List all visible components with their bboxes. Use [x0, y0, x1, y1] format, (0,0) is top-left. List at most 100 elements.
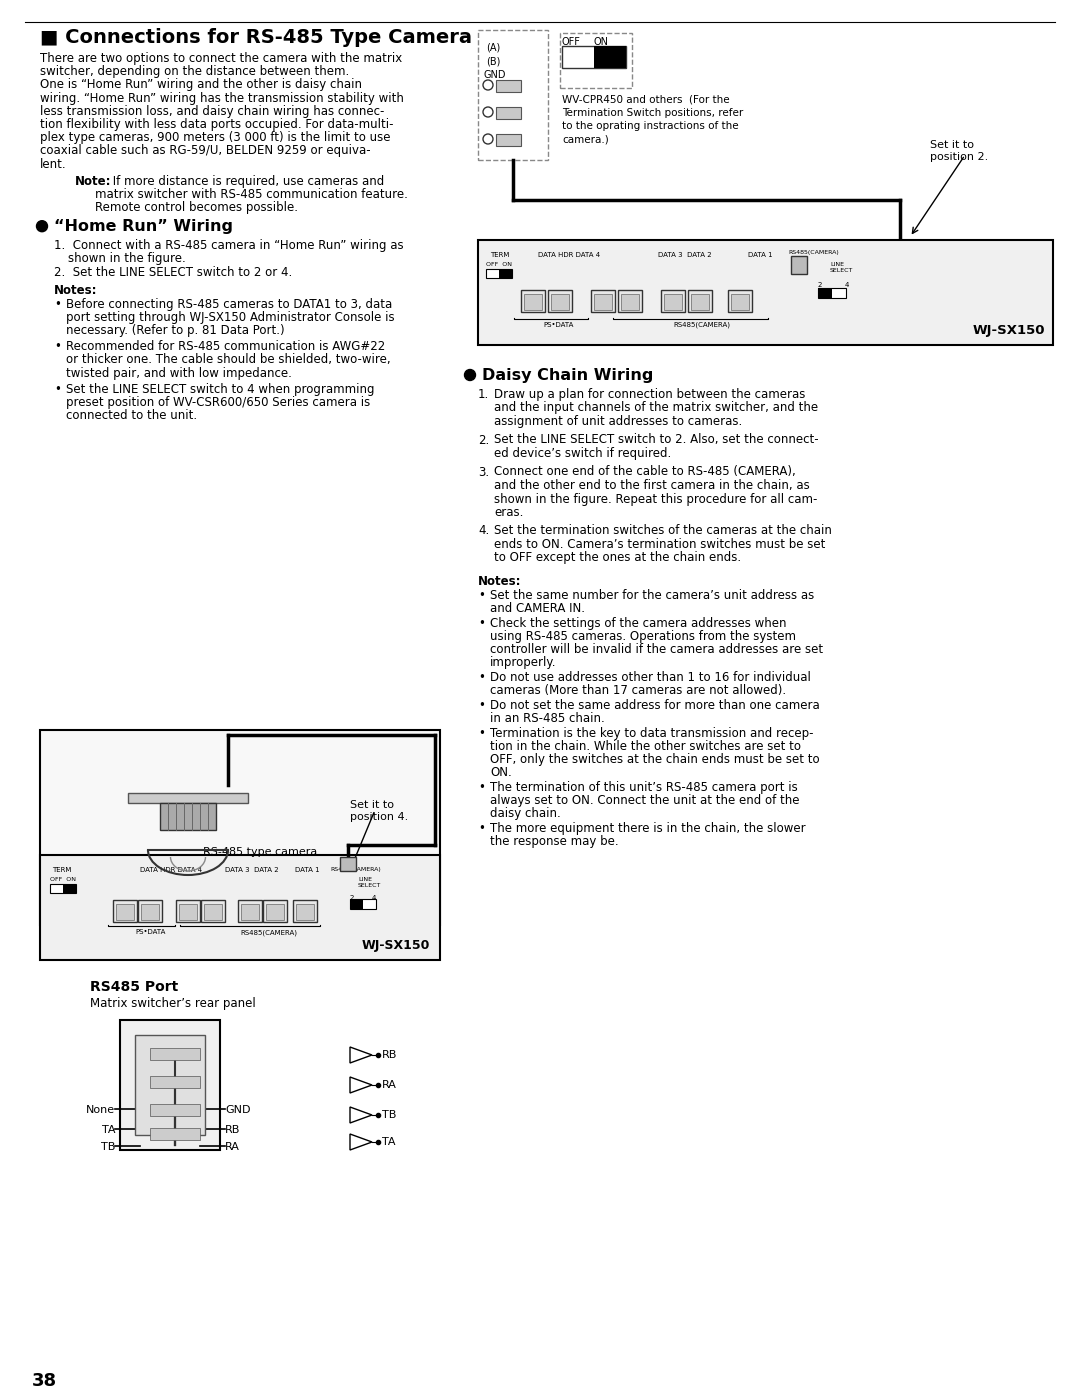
- Text: ■ Connections for RS-485 Type Camera: ■ Connections for RS-485 Type Camera: [40, 28, 472, 47]
- Text: Before connecting RS-485 cameras to DATA1 to 3, data: Before connecting RS-485 cameras to DATA…: [66, 298, 392, 310]
- Text: The more equipment there is in the chain, the slower: The more equipment there is in the chain…: [490, 821, 806, 835]
- Text: assignment of unit addresses to cameras.: assignment of unit addresses to cameras.: [494, 415, 742, 427]
- Text: PS•DATA: PS•DATA: [135, 929, 165, 935]
- Text: OFF  ON: OFF ON: [50, 877, 76, 882]
- Text: PS•DATA: PS•DATA: [543, 321, 573, 328]
- Bar: [621, 293, 639, 310]
- Text: If more distance is required, use cameras and: If more distance is required, use camera…: [109, 175, 384, 187]
- Text: •: •: [478, 590, 485, 602]
- Bar: [176, 900, 200, 922]
- Bar: [594, 46, 626, 68]
- Text: 2.  Set the LINE SELECT switch to 2 or 4.: 2. Set the LINE SELECT switch to 2 or 4.: [54, 265, 293, 278]
- Text: RB: RB: [225, 1125, 241, 1134]
- Text: 1.: 1.: [478, 388, 489, 401]
- Text: •: •: [54, 341, 60, 353]
- Text: Do not use addresses other than 1 to 16 for individual: Do not use addresses other than 1 to 16 …: [490, 671, 811, 685]
- Text: twisted pair, and with low impedance.: twisted pair, and with low impedance.: [66, 366, 292, 380]
- Bar: [293, 900, 318, 922]
- Bar: [150, 1048, 200, 1060]
- Text: TERM: TERM: [52, 868, 71, 873]
- Bar: [266, 904, 284, 921]
- Bar: [791, 256, 807, 274]
- Text: RS485(CAMERA): RS485(CAMERA): [330, 868, 381, 872]
- Bar: [661, 291, 685, 312]
- Text: the response may be.: the response may be.: [490, 835, 619, 848]
- Text: RS485(CAMERA): RS485(CAMERA): [788, 250, 839, 256]
- Text: OFF  ON: OFF ON: [486, 263, 512, 267]
- Text: •: •: [478, 617, 485, 630]
- Bar: [818, 288, 846, 298]
- Text: Set the same number for the camera’s unit address as: Set the same number for the camera’s uni…: [490, 590, 814, 602]
- Text: TERM: TERM: [490, 251, 510, 258]
- Text: less transmission loss, and daisy chain wiring has connec-: less transmission loss, and daisy chain …: [40, 105, 384, 117]
- Bar: [350, 900, 376, 909]
- Text: Notes:: Notes:: [478, 576, 522, 588]
- Text: •: •: [478, 781, 485, 793]
- Text: One is “Home Run” wiring and the other is daisy chain: One is “Home Run” wiring and the other i…: [40, 78, 362, 91]
- Polygon shape: [350, 1134, 372, 1150]
- Bar: [591, 291, 615, 312]
- Text: DATA 1: DATA 1: [295, 868, 320, 873]
- Text: port setting through WJ-SX150 Administrator Console is: port setting through WJ-SX150 Administra…: [66, 310, 394, 324]
- Bar: [141, 904, 159, 921]
- Text: Termination is the key to data transmission and recep-: Termination is the key to data transmiss…: [490, 726, 813, 740]
- Bar: [478, 240, 1053, 345]
- Bar: [138, 900, 162, 922]
- Text: Matrix switcher’s rear panel: Matrix switcher’s rear panel: [90, 997, 256, 1010]
- Text: plex type cameras, 900 meters (3 000 ft) is the limit to use: plex type cameras, 900 meters (3 000 ft)…: [40, 131, 391, 144]
- Text: ends to ON. Camera’s termination switches must be set: ends to ON. Camera’s termination switche…: [494, 538, 825, 550]
- Bar: [241, 904, 259, 921]
- Text: 2.: 2.: [478, 433, 489, 447]
- Bar: [150, 1127, 200, 1140]
- Text: GND: GND: [225, 1105, 251, 1115]
- Bar: [691, 293, 708, 310]
- Text: DATA 1: DATA 1: [748, 251, 772, 258]
- Text: WJ-SX150: WJ-SX150: [972, 324, 1045, 337]
- Bar: [201, 900, 225, 922]
- Bar: [618, 291, 642, 312]
- FancyBboxPatch shape: [561, 34, 632, 88]
- Text: Set the termination switches of the cameras at the chain: Set the termination switches of the came…: [494, 524, 832, 538]
- Bar: [129, 793, 248, 803]
- Circle shape: [464, 369, 475, 380]
- Circle shape: [483, 108, 492, 117]
- Text: RA: RA: [382, 1080, 396, 1090]
- Bar: [548, 291, 572, 312]
- Text: 2: 2: [818, 282, 822, 288]
- Bar: [728, 291, 752, 312]
- Text: improperly.: improperly.: [490, 657, 556, 669]
- Text: shown in the figure. Repeat this procedure for all cam-: shown in the figure. Repeat this procedu…: [494, 493, 818, 506]
- Bar: [160, 803, 216, 830]
- Text: 1.  Connect with a RS-485 camera in “Home Run” wiring as: 1. Connect with a RS-485 camera in “Home…: [54, 239, 404, 253]
- Text: RS-485 type camera: RS-485 type camera: [203, 847, 318, 856]
- Text: 4: 4: [372, 895, 376, 901]
- Text: TB: TB: [100, 1141, 114, 1153]
- Text: cameras (More than 17 cameras are not allowed).: cameras (More than 17 cameras are not al…: [490, 685, 786, 697]
- Text: switcher, depending on the distance between them.: switcher, depending on the distance betw…: [40, 66, 349, 78]
- Text: TA: TA: [102, 1125, 114, 1134]
- Text: using RS-485 cameras. Operations from the system: using RS-485 cameras. Operations from th…: [490, 630, 796, 643]
- Text: tion flexibility with less data ports occupied. For data-multi-: tion flexibility with less data ports oc…: [40, 117, 393, 131]
- Polygon shape: [350, 1046, 372, 1063]
- Text: ON: ON: [594, 36, 609, 47]
- Bar: [340, 856, 356, 870]
- Text: GND: GND: [483, 70, 505, 80]
- Text: Set it to
position 2.: Set it to position 2.: [930, 140, 988, 162]
- Text: There are two options to connect the camera with the matrix: There are two options to connect the cam…: [40, 52, 402, 66]
- Text: (B): (B): [486, 56, 500, 66]
- Text: LINE
SELECT: LINE SELECT: [357, 877, 381, 888]
- Text: Daisy Chain Wiring: Daisy Chain Wiring: [482, 367, 653, 383]
- Bar: [688, 291, 712, 312]
- Text: and CAMERA IN.: and CAMERA IN.: [490, 602, 585, 615]
- Text: •: •: [478, 698, 485, 712]
- Bar: [150, 1104, 200, 1116]
- Circle shape: [483, 134, 492, 144]
- Text: eras.: eras.: [494, 506, 524, 520]
- Text: LINE
SELECT: LINE SELECT: [831, 263, 853, 272]
- Text: always set to ON. Connect the unit at the end of the: always set to ON. Connect the unit at th…: [490, 793, 799, 807]
- Bar: [499, 270, 512, 278]
- Bar: [135, 1035, 205, 1134]
- Bar: [664, 293, 681, 310]
- Text: The termination of this unit’s RS-485 camera port is: The termination of this unit’s RS-485 ca…: [490, 781, 798, 793]
- Text: DATA 3  DATA 2: DATA 3 DATA 2: [225, 868, 279, 873]
